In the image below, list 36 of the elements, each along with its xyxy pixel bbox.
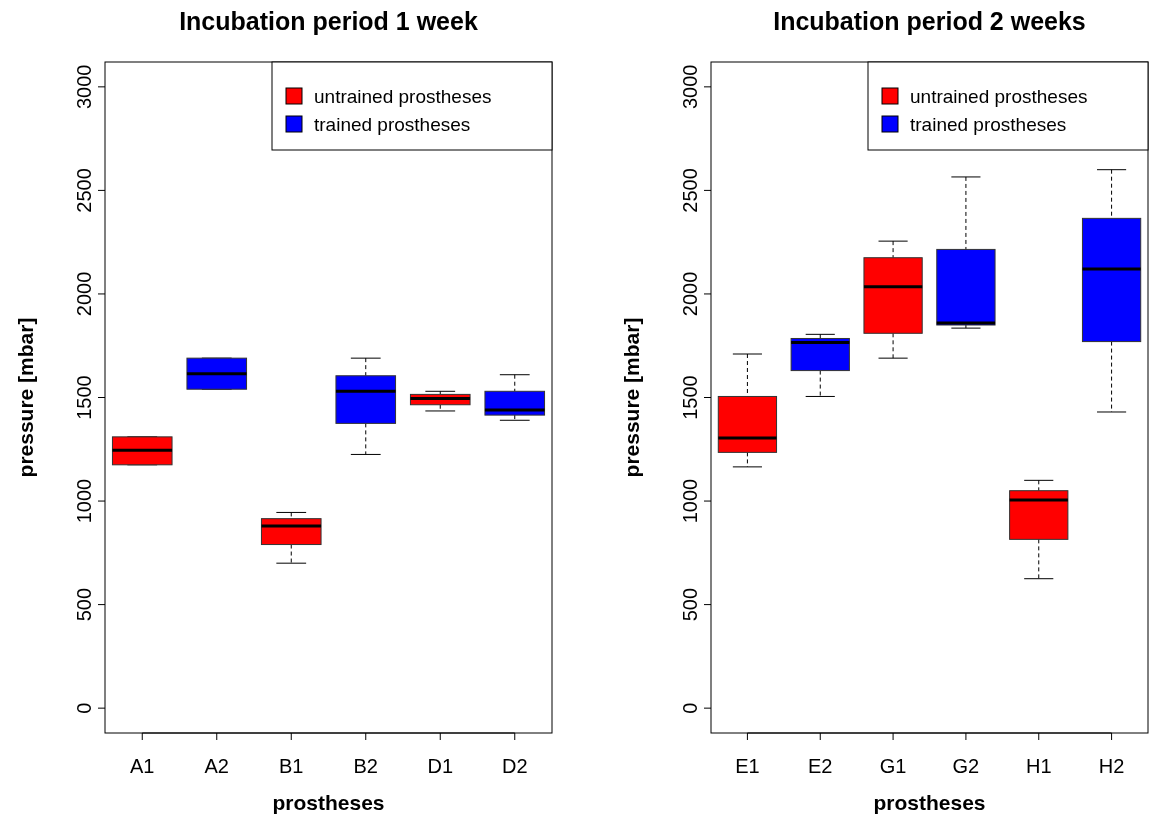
y-tick-label: 2000 [679, 271, 701, 317]
x-tick-label: B1 [279, 755, 304, 777]
x-tick-label: E2 [808, 755, 833, 777]
legend-label: trained prostheses [314, 114, 471, 135]
x-tick-label: G1 [879, 755, 907, 777]
x-tick-label: A2 [204, 755, 229, 777]
y-tick-label: 500 [679, 587, 701, 622]
chart-title: Incubation period 1 week [179, 7, 478, 35]
x-tick-label: B2 [353, 755, 378, 777]
x-tick-label: G2 [952, 755, 980, 777]
y-tick-label: 2500 [679, 168, 701, 213]
x-tick-label: D1 [427, 755, 454, 777]
legend-label: untrained prostheses [910, 86, 1088, 107]
x-tick-label: E1 [735, 755, 760, 777]
chart-title: Incubation period 2 weeks [773, 7, 1086, 35]
x-tick-label: H2 [1098, 755, 1125, 777]
y-tick-label: 500 [73, 587, 95, 622]
y-tick-label: 1500 [73, 375, 95, 420]
x-tick-label: A1 [130, 755, 155, 777]
y-tick-label: 1000 [73, 478, 95, 524]
y-tick-label: 3000 [679, 64, 701, 110]
x-tick-label: D2 [501, 755, 528, 777]
y-tick-label: 0 [73, 702, 95, 714]
x-axis-title: prostheses [873, 791, 986, 814]
legend-label: untrained prostheses [314, 86, 492, 107]
y-tick-label: 1500 [679, 375, 701, 420]
y-axis-title: pressure [mbar] [620, 317, 643, 478]
y-tick-label: 2500 [73, 168, 95, 213]
y-tick-label: 3000 [73, 64, 95, 110]
y-tick-label: 2000 [73, 271, 95, 317]
y-axis-title: pressure [mbar] [14, 317, 37, 478]
x-tick-label: H1 [1025, 755, 1052, 777]
y-tick-label: 0 [679, 702, 701, 714]
legend-label: trained prostheses [910, 114, 1067, 135]
x-axis-title: prostheses [272, 791, 385, 814]
y-tick-label: 1000 [679, 478, 701, 524]
